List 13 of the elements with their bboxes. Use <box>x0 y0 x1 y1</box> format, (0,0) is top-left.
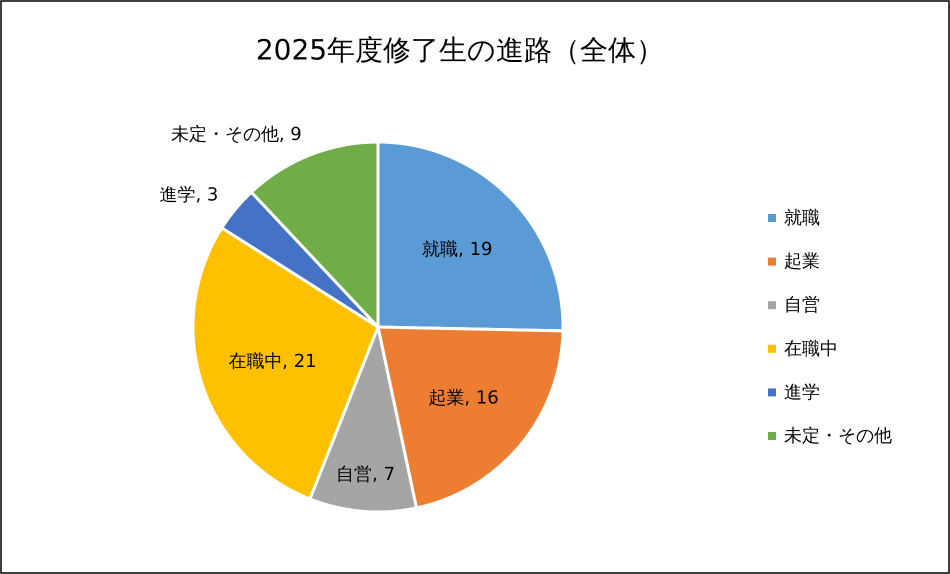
legend-label: 進学 <box>784 382 820 403</box>
legend-label: 未定・その他 <box>784 426 892 446</box>
data-label: 起業, 16 <box>428 387 499 408</box>
legend-label: 就職 <box>784 208 820 228</box>
chart-title: 2025年度修了生の進路（全体） <box>256 34 664 66</box>
legend-label: 自営 <box>784 294 820 316</box>
data-label: 自営, 7 <box>336 464 396 485</box>
legend-label: 在職中 <box>784 338 838 360</box>
data-label: 進学, 3 <box>159 184 218 206</box>
legend-label: 起業 <box>784 251 820 272</box>
data-label: 未定・その他, 9 <box>170 124 302 145</box>
data-label: 在職中, 21 <box>228 350 317 372</box>
data-label: 就職, 19 <box>422 238 492 260</box>
